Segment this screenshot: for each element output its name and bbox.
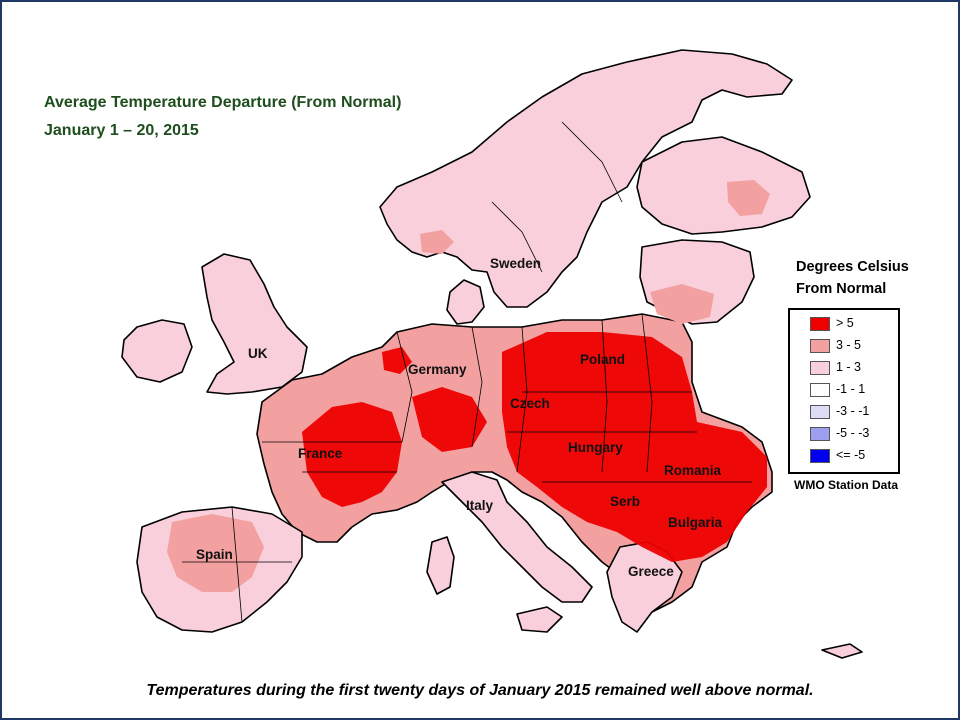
sardinia-region (426, 536, 455, 595)
anomaly-central (502, 332, 767, 562)
legend: > 5 3 - 5 1 - 3 -1 - 1 -3 - -1 -5 - -3 <… (788, 308, 900, 474)
legend-label: 3 - 5 (836, 338, 862, 352)
legend-label: 1 - 3 (836, 360, 862, 374)
legend-swatch (810, 449, 830, 463)
legend-swatch (810, 427, 830, 441)
legend-swatch (810, 361, 830, 375)
ireland-region (121, 319, 193, 383)
legend-swatch (810, 317, 830, 331)
warm-spain (167, 514, 264, 592)
warm-baltic (650, 284, 714, 324)
country-label-greece: Greece (628, 564, 674, 579)
legend-label: > 5 (836, 316, 854, 330)
legend-swatch (810, 405, 830, 419)
country-label-romania: Romania (664, 463, 722, 478)
warm-finland (727, 180, 770, 216)
country-label-serb: Serb (610, 494, 641, 509)
warm-norway (420, 230, 454, 254)
map-date-range: January 1 – 20, 2015 (44, 122, 199, 139)
country-label-uk: UK (248, 346, 268, 361)
source-note: WMO Station Data (794, 478, 898, 492)
legend-label: -1 - 1 (836, 382, 866, 396)
anomaly-germany-south (412, 387, 487, 452)
country-label-poland: Poland (580, 352, 626, 367)
country-label-czech: Czech (510, 396, 550, 411)
denmark-region (446, 279, 485, 325)
sicily-region (516, 606, 563, 633)
country-label-italy: Italy (466, 498, 494, 513)
legend-label: -3 - -1 (836, 404, 870, 418)
crete-region (821, 643, 863, 659)
country-label-france: France (298, 446, 343, 461)
legend-label: -5 - -3 (836, 426, 870, 440)
country-label-hungary: Hungary (568, 440, 623, 455)
italy-region (441, 471, 593, 603)
country-label-spain: Spain (196, 547, 233, 562)
anomaly-france (302, 402, 402, 507)
legend-title: Degrees Celsius (796, 259, 909, 275)
map-title: Average Temperature Departure (From Norm… (44, 94, 402, 111)
anomaly-benelux (382, 347, 412, 374)
britain-region (201, 253, 308, 395)
slide-caption: Temperatures during the first twenty day… (146, 682, 814, 699)
legend-swatch (810, 383, 830, 397)
finland-region (636, 136, 811, 235)
legend-subtitle: From Normal (796, 281, 887, 297)
country-label-bulgaria: Bulgaria (668, 515, 723, 530)
legend-swatch (810, 339, 830, 353)
country-label-germany: Germany (408, 362, 467, 377)
country-label-sweden: Sweden (490, 256, 542, 271)
legend-label: <= -5 (836, 448, 866, 462)
